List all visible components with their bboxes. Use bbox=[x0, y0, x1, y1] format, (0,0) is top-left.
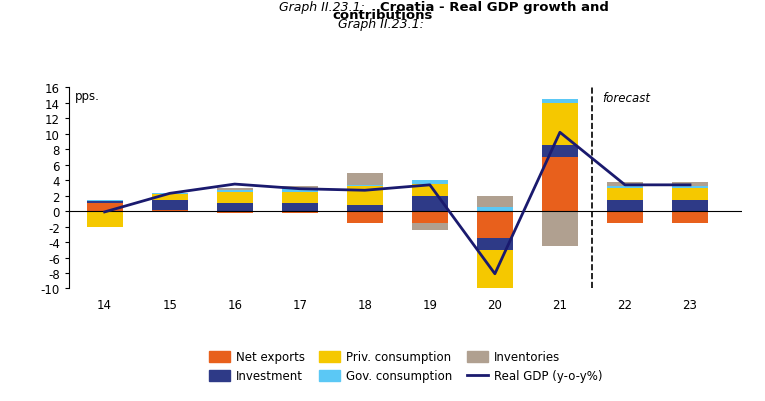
Bar bbox=[216, 188, 252, 191]
Bar bbox=[672, 182, 708, 186]
Bar bbox=[282, 204, 317, 212]
Text: contributions: contributions bbox=[332, 9, 433, 22]
Bar bbox=[86, 212, 122, 227]
Bar bbox=[607, 212, 643, 223]
Bar bbox=[412, 223, 448, 231]
Bar bbox=[86, 204, 122, 212]
Bar bbox=[151, 201, 187, 210]
Bar bbox=[477, 239, 513, 250]
Bar bbox=[477, 250, 513, 289]
Bar bbox=[216, 212, 252, 214]
Bar bbox=[607, 186, 643, 188]
Bar bbox=[542, 103, 578, 146]
Bar bbox=[151, 194, 187, 201]
Bar bbox=[542, 146, 578, 158]
Bar bbox=[151, 210, 187, 212]
Bar bbox=[672, 212, 708, 223]
Bar bbox=[347, 205, 382, 212]
Bar bbox=[347, 174, 382, 185]
Bar bbox=[542, 158, 578, 212]
Text: Graph II.23.1:: Graph II.23.1: bbox=[337, 18, 428, 31]
Bar bbox=[216, 191, 252, 192]
Bar bbox=[282, 212, 317, 213]
Bar bbox=[542, 212, 578, 246]
Bar bbox=[477, 208, 513, 212]
Bar bbox=[216, 204, 252, 212]
Bar bbox=[86, 201, 122, 202]
Bar bbox=[672, 188, 708, 200]
Bar bbox=[607, 200, 643, 212]
Bar bbox=[282, 186, 317, 190]
Text: forecast: forecast bbox=[602, 92, 650, 105]
Bar bbox=[282, 190, 317, 192]
Bar bbox=[347, 212, 382, 223]
Bar bbox=[607, 182, 643, 186]
Legend: Net exports, Investment, Priv. consumption, Gov. consumption, Inventories, Real : Net exports, Investment, Priv. consumpti… bbox=[204, 346, 607, 387]
Bar bbox=[216, 192, 252, 204]
Bar bbox=[347, 186, 382, 205]
Bar bbox=[282, 192, 317, 204]
Bar bbox=[347, 185, 382, 186]
Text: Graph II.23.1:: Graph II.23.1: bbox=[279, 1, 365, 14]
Bar bbox=[86, 202, 122, 204]
Bar bbox=[542, 100, 578, 103]
Text: Croatia - Real GDP growth and: Croatia - Real GDP growth and bbox=[380, 1, 609, 14]
Bar bbox=[607, 188, 643, 200]
Bar bbox=[412, 184, 448, 196]
Bar bbox=[672, 200, 708, 212]
Bar bbox=[412, 212, 448, 223]
Text: pps.: pps. bbox=[76, 90, 100, 103]
Bar bbox=[412, 196, 448, 212]
Bar bbox=[672, 186, 708, 188]
Bar bbox=[477, 196, 513, 208]
Bar bbox=[477, 212, 513, 239]
Bar bbox=[412, 181, 448, 184]
